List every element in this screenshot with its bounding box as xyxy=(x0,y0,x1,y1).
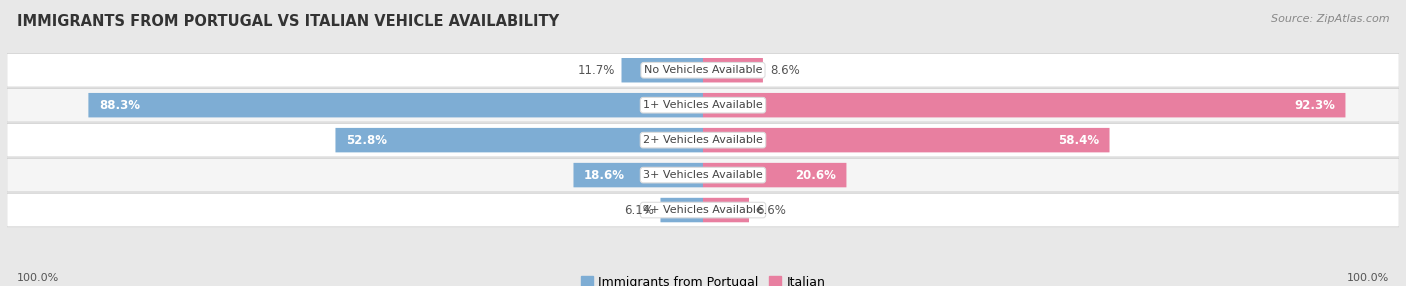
FancyBboxPatch shape xyxy=(336,128,703,152)
FancyBboxPatch shape xyxy=(703,128,1109,152)
Text: 4+ Vehicles Available: 4+ Vehicles Available xyxy=(643,205,763,215)
Text: No Vehicles Available: No Vehicles Available xyxy=(644,65,762,75)
Text: 8.6%: 8.6% xyxy=(770,64,800,77)
Legend: Immigrants from Portugal, Italian: Immigrants from Portugal, Italian xyxy=(581,276,825,286)
Text: 18.6%: 18.6% xyxy=(583,168,626,182)
Text: IMMIGRANTS FROM PORTUGAL VS ITALIAN VEHICLE AVAILABILITY: IMMIGRANTS FROM PORTUGAL VS ITALIAN VEHI… xyxy=(17,14,560,29)
FancyBboxPatch shape xyxy=(703,93,1346,118)
Text: 1+ Vehicles Available: 1+ Vehicles Available xyxy=(643,100,763,110)
FancyBboxPatch shape xyxy=(703,163,846,187)
Text: 2+ Vehicles Available: 2+ Vehicles Available xyxy=(643,135,763,145)
FancyBboxPatch shape xyxy=(661,198,703,222)
FancyBboxPatch shape xyxy=(89,93,703,118)
Text: 100.0%: 100.0% xyxy=(17,273,59,283)
FancyBboxPatch shape xyxy=(574,163,703,187)
FancyBboxPatch shape xyxy=(7,123,1399,157)
FancyBboxPatch shape xyxy=(7,53,1399,87)
Text: 6.6%: 6.6% xyxy=(756,204,786,217)
FancyBboxPatch shape xyxy=(7,193,1399,227)
Text: 3+ Vehicles Available: 3+ Vehicles Available xyxy=(643,170,763,180)
Text: 6.1%: 6.1% xyxy=(624,204,654,217)
Text: 52.8%: 52.8% xyxy=(346,134,387,147)
Text: 11.7%: 11.7% xyxy=(578,64,614,77)
Text: 100.0%: 100.0% xyxy=(1347,273,1389,283)
Text: 20.6%: 20.6% xyxy=(794,168,837,182)
FancyBboxPatch shape xyxy=(7,88,1399,122)
FancyBboxPatch shape xyxy=(703,58,763,82)
FancyBboxPatch shape xyxy=(703,198,749,222)
Text: Source: ZipAtlas.com: Source: ZipAtlas.com xyxy=(1271,14,1389,24)
Text: 58.4%: 58.4% xyxy=(1057,134,1099,147)
FancyBboxPatch shape xyxy=(7,158,1399,192)
FancyBboxPatch shape xyxy=(621,58,703,82)
Text: 92.3%: 92.3% xyxy=(1294,99,1334,112)
Text: 88.3%: 88.3% xyxy=(98,99,141,112)
